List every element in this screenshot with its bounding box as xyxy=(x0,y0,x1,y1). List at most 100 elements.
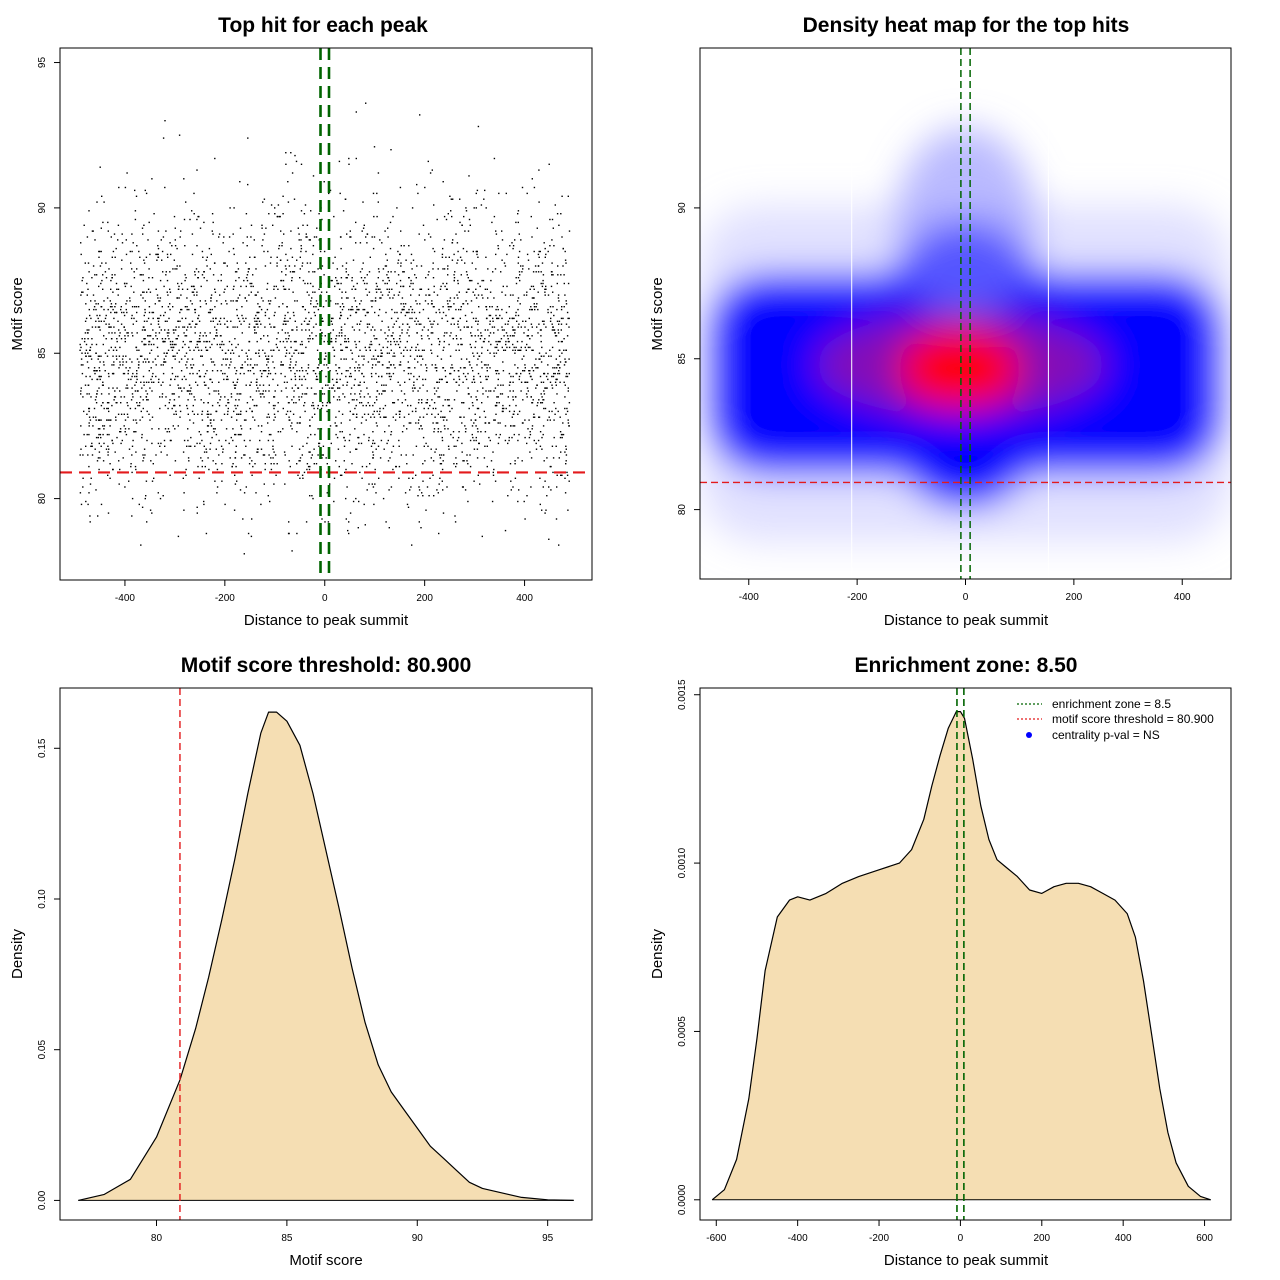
scatter-point xyxy=(134,390,137,392)
scatter-point xyxy=(305,236,307,238)
scatter-point xyxy=(358,436,360,439)
scatter-point xyxy=(322,445,325,447)
scatter-point xyxy=(363,358,365,360)
scatter-point xyxy=(180,294,182,296)
scatter-point xyxy=(261,425,263,427)
scatter-point xyxy=(236,308,238,311)
scatter-point xyxy=(413,384,415,386)
scatter-point xyxy=(501,230,503,232)
scatter-point xyxy=(425,509,427,511)
scatter-point xyxy=(133,431,135,433)
scatter-point xyxy=(445,381,448,383)
scatter-point xyxy=(332,329,334,331)
scatter-point xyxy=(174,227,176,229)
scatter-point xyxy=(554,332,556,334)
scatter-point xyxy=(508,404,511,407)
scatter-point xyxy=(468,218,471,221)
scatter-point xyxy=(521,186,524,189)
scatter-point xyxy=(411,544,413,546)
score-density-y-tick-label: 0.00 xyxy=(37,1190,48,1210)
scatter-point xyxy=(207,402,209,404)
scatter-point xyxy=(257,291,259,293)
scatter-point xyxy=(87,384,90,386)
scatter-point xyxy=(459,367,462,369)
scatter-point xyxy=(91,326,94,328)
scatter-point xyxy=(155,253,157,256)
scatter-point xyxy=(100,282,102,285)
scatter-point xyxy=(297,474,299,476)
scatter-point xyxy=(232,247,235,250)
scatter-point xyxy=(178,285,180,288)
scatter-point xyxy=(267,358,269,360)
scatter-point xyxy=(524,518,526,520)
scatter-point xyxy=(175,326,177,328)
scatter-point xyxy=(289,358,292,360)
scatter-point xyxy=(506,285,508,288)
scatter-point xyxy=(460,416,462,418)
scatter-point xyxy=(195,346,197,349)
scatter-point xyxy=(303,213,306,215)
scatter-point xyxy=(185,277,187,279)
scatter-point xyxy=(514,332,516,334)
scatter-point xyxy=(177,425,179,427)
scatter-point xyxy=(417,320,419,322)
scatter-point xyxy=(397,259,400,261)
scatter-point xyxy=(498,436,500,439)
scatter-point xyxy=(378,308,381,311)
scatter-point xyxy=(118,367,120,369)
scatter-point xyxy=(349,314,352,317)
scatter-point xyxy=(334,422,336,424)
scatter-point xyxy=(214,480,216,482)
scatter-point xyxy=(506,335,509,337)
scatter-point xyxy=(85,445,87,447)
scatter-point xyxy=(157,442,160,445)
scatter-point xyxy=(352,500,355,503)
scatter-point xyxy=(225,428,228,430)
scatter-point xyxy=(493,352,495,354)
scatter-point xyxy=(188,460,190,462)
scatter-point xyxy=(488,436,490,439)
scatter-point xyxy=(487,268,489,270)
scatter-point xyxy=(531,378,533,381)
scatter-point xyxy=(547,250,549,253)
scatter-point xyxy=(216,335,218,337)
scatter-point xyxy=(470,396,472,398)
scatter-point xyxy=(312,497,314,500)
scatter-point xyxy=(246,274,249,276)
scatter-point xyxy=(561,340,563,343)
scatter-point xyxy=(136,332,138,334)
scatter-point xyxy=(562,317,564,320)
scatter-point xyxy=(464,314,467,317)
scatter-point xyxy=(347,297,349,299)
scatter-point xyxy=(191,358,194,360)
scatter-point xyxy=(298,422,300,424)
scatter-point xyxy=(136,349,138,351)
scatter-point xyxy=(148,340,151,343)
scatter-point xyxy=(304,282,306,285)
scatter-point xyxy=(264,265,267,267)
scatter-point xyxy=(403,245,405,247)
scatter-point xyxy=(257,387,259,389)
scatter-point xyxy=(117,224,120,226)
scatter-point xyxy=(477,335,480,337)
scatter-point xyxy=(531,428,533,430)
scatter-point xyxy=(314,433,316,436)
scatter-point xyxy=(146,399,148,401)
scatter-point xyxy=(98,375,100,378)
scatter-point xyxy=(141,355,143,357)
scatter-point xyxy=(518,250,521,253)
scatter-point xyxy=(174,428,176,430)
scatter-point xyxy=(370,416,372,418)
scatter-point xyxy=(240,393,242,395)
scatter-point xyxy=(481,352,483,354)
scatter-point xyxy=(178,387,180,389)
scatter-point xyxy=(153,477,155,479)
scatter-point xyxy=(251,410,253,413)
scatter-point xyxy=(224,503,226,506)
scatter-point xyxy=(241,367,244,369)
scatter-point xyxy=(555,407,557,410)
scatter-point xyxy=(79,349,81,351)
scatter-point xyxy=(344,198,347,200)
scatter-point xyxy=(265,390,267,392)
scatter-point xyxy=(236,413,238,415)
